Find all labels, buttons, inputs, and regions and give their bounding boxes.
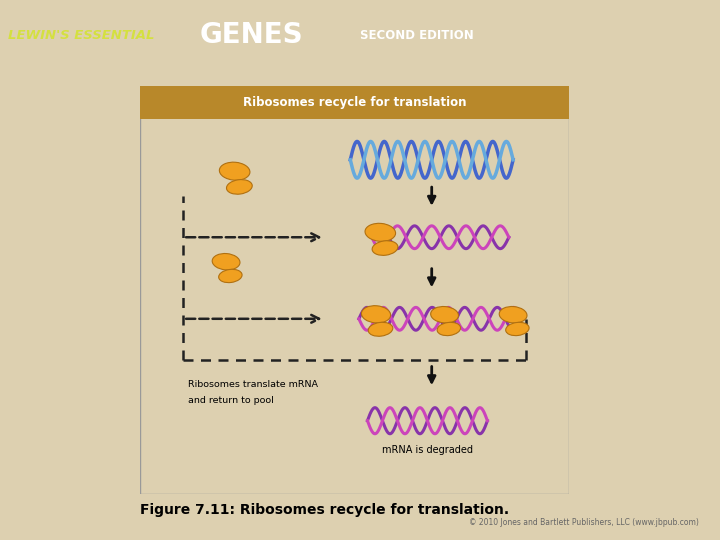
Ellipse shape — [431, 307, 459, 323]
Ellipse shape — [505, 322, 529, 336]
Ellipse shape — [227, 180, 252, 194]
Text: GENES: GENES — [200, 21, 304, 49]
Ellipse shape — [365, 224, 395, 241]
Text: Ribosomes translate mRNA: Ribosomes translate mRNA — [187, 380, 318, 389]
Ellipse shape — [220, 162, 250, 180]
Ellipse shape — [219, 269, 242, 282]
Text: and return to pool: and return to pool — [187, 396, 274, 405]
Ellipse shape — [368, 322, 393, 336]
Ellipse shape — [361, 306, 391, 323]
Text: Figure 7.11: Ribosomes recycle for translation.: Figure 7.11: Ribosomes recycle for trans… — [140, 503, 510, 517]
Ellipse shape — [437, 322, 461, 336]
Ellipse shape — [212, 253, 240, 270]
Text: LEWIN'S ESSENTIAL: LEWIN'S ESSENTIAL — [8, 29, 155, 42]
Ellipse shape — [499, 307, 527, 323]
Text: Ribosomes recycle for translation: Ribosomes recycle for translation — [243, 96, 467, 109]
Text: © 2010 Jones and Bartlett Publishers, LLC (www.jbpub.com): © 2010 Jones and Bartlett Publishers, LL… — [469, 518, 698, 528]
Text: SECOND EDITION: SECOND EDITION — [360, 29, 474, 42]
Ellipse shape — [372, 241, 398, 255]
Text: mRNA is degraded: mRNA is degraded — [382, 445, 473, 455]
FancyBboxPatch shape — [140, 86, 569, 119]
